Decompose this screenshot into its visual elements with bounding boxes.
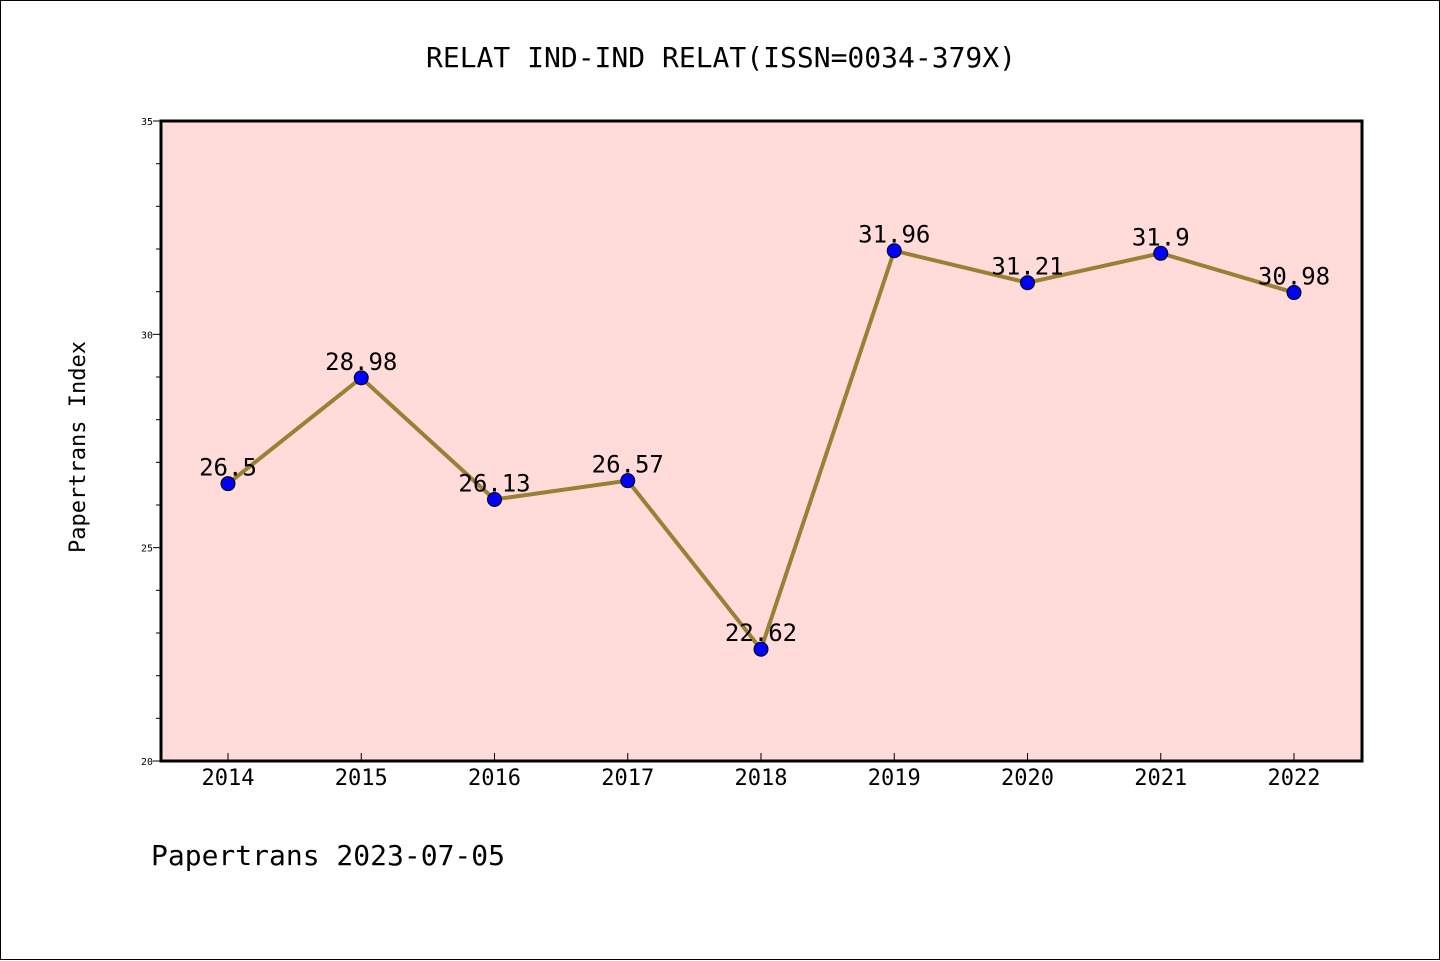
footer-text: Papertrans 2023-07-05 bbox=[151, 839, 505, 872]
y-axis-label: Papertrans Index bbox=[66, 341, 91, 553]
data-label: 31.96 bbox=[858, 221, 930, 249]
y-tick-label: 25 bbox=[141, 544, 153, 555]
data-label: 26.57 bbox=[592, 451, 664, 479]
x-tick-label: 2020 bbox=[1001, 766, 1054, 791]
data-point bbox=[353, 370, 369, 386]
data-point bbox=[220, 476, 236, 492]
x-axis: 2014 2015 2016 2017 2018 2019 2020 2021 2022 bbox=[202, 753, 1321, 791]
x-tick-label: 2018 bbox=[735, 766, 788, 791]
x-tick-label: 2017 bbox=[601, 766, 654, 791]
x-tick-label: 2019 bbox=[868, 766, 921, 791]
data-point bbox=[620, 473, 636, 489]
data-label: 28.98 bbox=[325, 348, 397, 376]
y-tick-label: 20 bbox=[141, 757, 153, 768]
data-labels: 26.5 28.98 26.13 26.57 22.62 31.96 31.21 31.9 30… bbox=[199, 221, 1330, 648]
data-point bbox=[1153, 245, 1169, 261]
plot-area bbox=[159, 119, 1364, 763]
y-tick-label: 35 bbox=[141, 117, 153, 128]
data-label: 22.62 bbox=[725, 619, 797, 647]
chart-title: RELAT IND-IND RELAT(ISSN=0034-379X) bbox=[426, 41, 1016, 74]
data-label: 31.9 bbox=[1132, 223, 1190, 251]
data-point bbox=[753, 641, 769, 657]
x-tick-label: 2021 bbox=[1134, 766, 1187, 791]
x-tick-label: 2015 bbox=[335, 766, 388, 791]
data-label: 26.13 bbox=[458, 469, 530, 497]
data-label: 31.21 bbox=[991, 253, 1063, 281]
y-axis: 20 25 30 35 bbox=[141, 117, 161, 768]
data-markers bbox=[220, 243, 1302, 657]
x-tick-label: 2014 bbox=[202, 766, 255, 791]
data-label: 30.98 bbox=[1258, 263, 1330, 291]
x-tick-label: 2016 bbox=[468, 766, 521, 791]
data-point bbox=[1286, 285, 1302, 301]
data-point bbox=[1020, 275, 1035, 291]
data-label: 26.5 bbox=[199, 454, 257, 482]
data-point bbox=[886, 243, 902, 259]
y-tick-label: 30 bbox=[141, 330, 153, 341]
x-tick-label: 2022 bbox=[1268, 766, 1321, 791]
data-point bbox=[487, 491, 502, 507]
